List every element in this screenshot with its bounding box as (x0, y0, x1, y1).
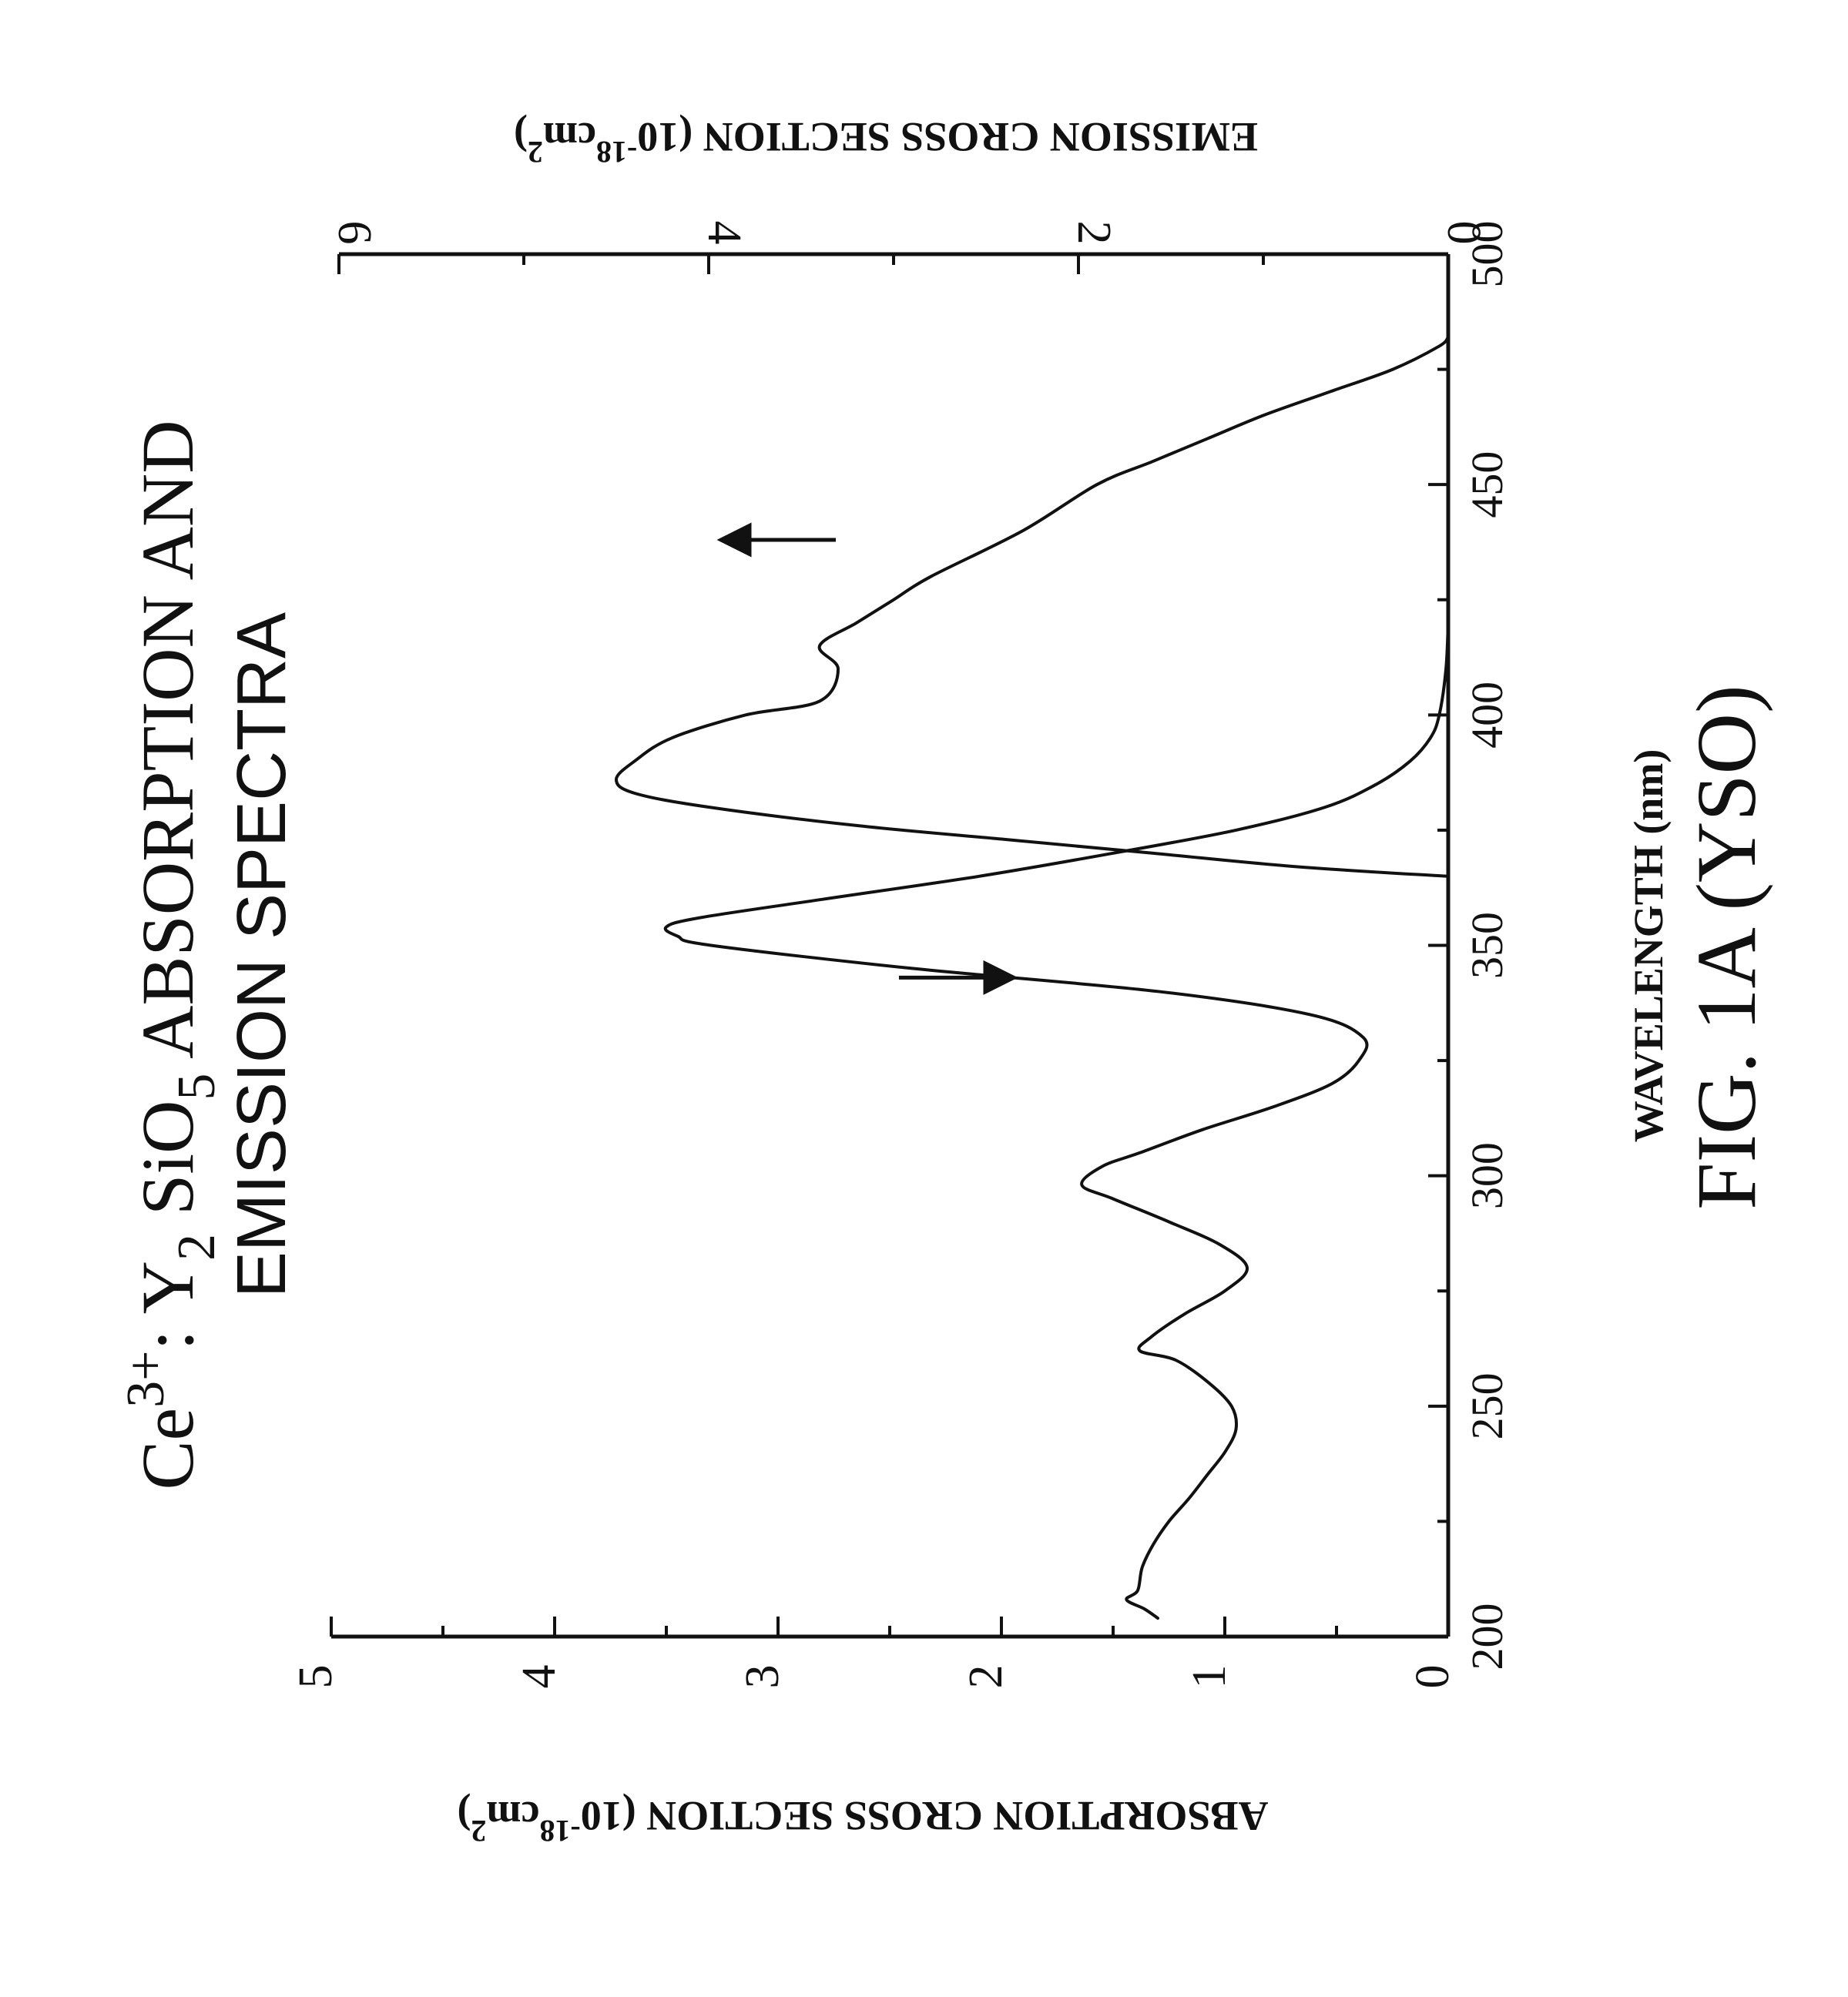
emission-axis-label: EMISSION CROSS SECTION (10-18cm2) (514, 114, 1258, 169)
wavelength-tick-label: 250 (1462, 1372, 1512, 1439)
absorption-curve (663, 621, 1450, 1620)
axes-frame (331, 252, 1451, 1639)
figure-caption: FIG. 1A (YSO) (1679, 685, 1773, 1209)
wavelength-tick-label: 400 (1462, 682, 1512, 749)
emission-label-close: ) (514, 114, 528, 160)
chart-title: Ce3+: Y2 SiO5 ABSORPTION AND EMISSION SP… (116, 420, 300, 1489)
svg-text:Ce3+: Y2 SiO5 ABSORPTION AND: Ce3+: Y2 SiO5 ABSORPTION AND (116, 420, 226, 1489)
svg-text:ABSORPTION CROSS SECTION (10-1: ABSORPTION CROSS SECTION (10-18cm2) (458, 1793, 1269, 1848)
absorption-axis-label: ABSORPTION CROSS SECTION (10-18cm2) (458, 1793, 1269, 1848)
absorption-label-unit: cm (486, 1793, 539, 1839)
absorption-label-unit-exp: 2 (471, 1814, 487, 1848)
emission-label-main: EMISSION CROSS SECTION (10 (637, 114, 1258, 160)
wavelength-tick-label: 350 (1462, 912, 1512, 979)
svg-text:EMISSION CROSS SECTION (10-18c: EMISSION CROSS SECTION (10-18cm2) (514, 114, 1258, 169)
wavelength-tick-label: 300 (1462, 1142, 1512, 1209)
wavelength-tick-label: 450 (1462, 451, 1512, 518)
emission-label-unit-exp: 2 (528, 135, 543, 169)
wavelength-tick-label: 500 (1462, 221, 1512, 288)
title-line1-rest: ABSORPTION AND (126, 420, 209, 1073)
absorption-tick-label: 3 (736, 1665, 789, 1689)
emission-tick-label: 4 (698, 221, 750, 245)
title-compound: SiO (126, 1101, 209, 1234)
title-prefix-sup: 3+ (116, 1350, 176, 1407)
absorption-label-exp: -18 (539, 1814, 580, 1848)
emission-label-exp: -18 (596, 135, 637, 169)
absorption-label-main: ABSORPTION CROSS SECTION (10 (581, 1793, 1269, 1839)
emission-curve (615, 335, 1450, 878)
emission-tick-label: 0 (1437, 221, 1490, 245)
emission-label-unit: cm (543, 114, 596, 160)
absorption-tick-label: 2 (960, 1665, 1012, 1689)
emission-tick-label: 6 (328, 221, 381, 245)
absorption-tick-label: 5 (290, 1665, 342, 1689)
absorption-tick-label: 0 (1407, 1665, 1459, 1689)
title-line2: EMISSION SPECTRA (223, 612, 300, 1298)
emission-tick-label: 2 (1068, 221, 1120, 245)
title-middle-sub: 2 (167, 1234, 226, 1261)
spectra-curves (615, 335, 1450, 1620)
wavelength-tick-label: 200 (1462, 1603, 1512, 1670)
wavelength-axis-label: WAVELENGTH (nm) (1625, 749, 1672, 1143)
title-middle: : Y (126, 1261, 209, 1350)
absorption-tick-label: 1 (1183, 1665, 1236, 1689)
emission-ticks: 0 2 4 6 (328, 221, 1490, 274)
title-prefix: Ce (126, 1408, 209, 1490)
wavelength-ticks: 200 250 300 350 400 450 500 (1428, 221, 1512, 1670)
absorption-label-close: ) (458, 1793, 471, 1839)
curve-arrows (716, 522, 1018, 995)
absorption-tick-label: 4 (513, 1665, 565, 1689)
title-compound-sub: 5 (167, 1074, 226, 1101)
absorption-ticks: 0 1 2 3 4 5 (290, 1617, 1459, 1689)
